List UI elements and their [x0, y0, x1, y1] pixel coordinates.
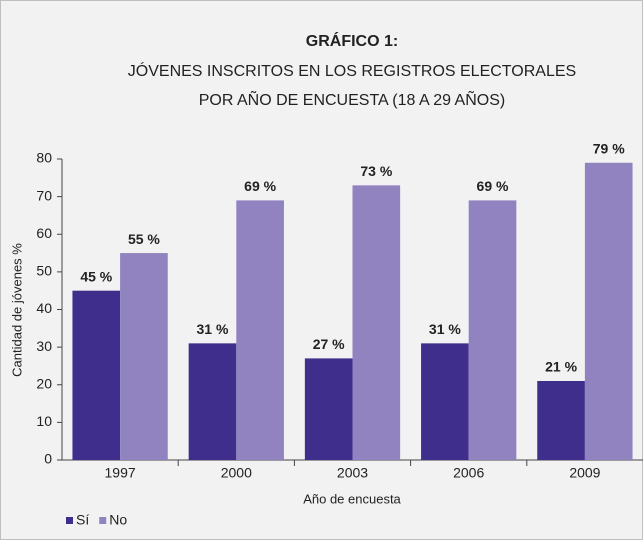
bar [537, 380, 585, 460]
data-label: 73 % [360, 163, 392, 179]
x-tick-label: 2009 [569, 465, 600, 481]
bar [188, 343, 237, 460]
bar [236, 200, 284, 460]
data-label: 27 % [313, 336, 345, 352]
x-axis-label: Año de encuesta [303, 491, 401, 506]
legend-swatch [66, 517, 73, 524]
chart-subtitle: JÓVENES INSCRITOS EN LOS REGISTROS ELECT… [128, 61, 576, 80]
data-label: 31 % [197, 321, 229, 337]
legend-label: Sí [76, 512, 89, 528]
bar [304, 358, 353, 460]
bar [468, 200, 517, 460]
y-tick-label: 70 [36, 187, 52, 203]
y-tick-label: 30 [36, 338, 52, 354]
y-tick-label: 10 [36, 413, 52, 429]
data-label: 21 % [545, 359, 577, 375]
y-tick-label: 0 [44, 451, 52, 467]
data-label: 31 % [429, 321, 461, 337]
y-axis-label: Cantidad de jóvenes % [9, 243, 24, 377]
bar [421, 343, 469, 460]
bar [584, 162, 633, 460]
y-tick-label: 50 [36, 263, 52, 279]
legend-swatch [99, 517, 107, 524]
chart-subtitle: POR AÑO DE ENCUESTA (18 A 29 AÑOS) [199, 89, 505, 109]
bar [72, 290, 121, 460]
y-tick-label: 20 [36, 375, 52, 391]
x-tick-label: 2003 [337, 465, 368, 481]
data-label: 69 % [477, 178, 509, 194]
data-label: 69 % [244, 178, 276, 194]
x-tick-label: 1997 [105, 465, 136, 481]
bar [120, 253, 168, 460]
x-tick-label: 2000 [221, 465, 252, 481]
chart-title: GRÁFICO 1: [306, 31, 398, 50]
data-label: 45 % [80, 268, 112, 284]
y-tick-label: 40 [36, 300, 52, 316]
bar [352, 185, 401, 460]
data-label: 55 % [128, 231, 160, 247]
y-tick-label: 80 [36, 150, 52, 166]
legend-label: No [109, 512, 127, 528]
y-tick-label: 60 [36, 225, 52, 241]
data-label: 79 % [593, 140, 625, 156]
x-tick-label: 2006 [453, 465, 484, 481]
